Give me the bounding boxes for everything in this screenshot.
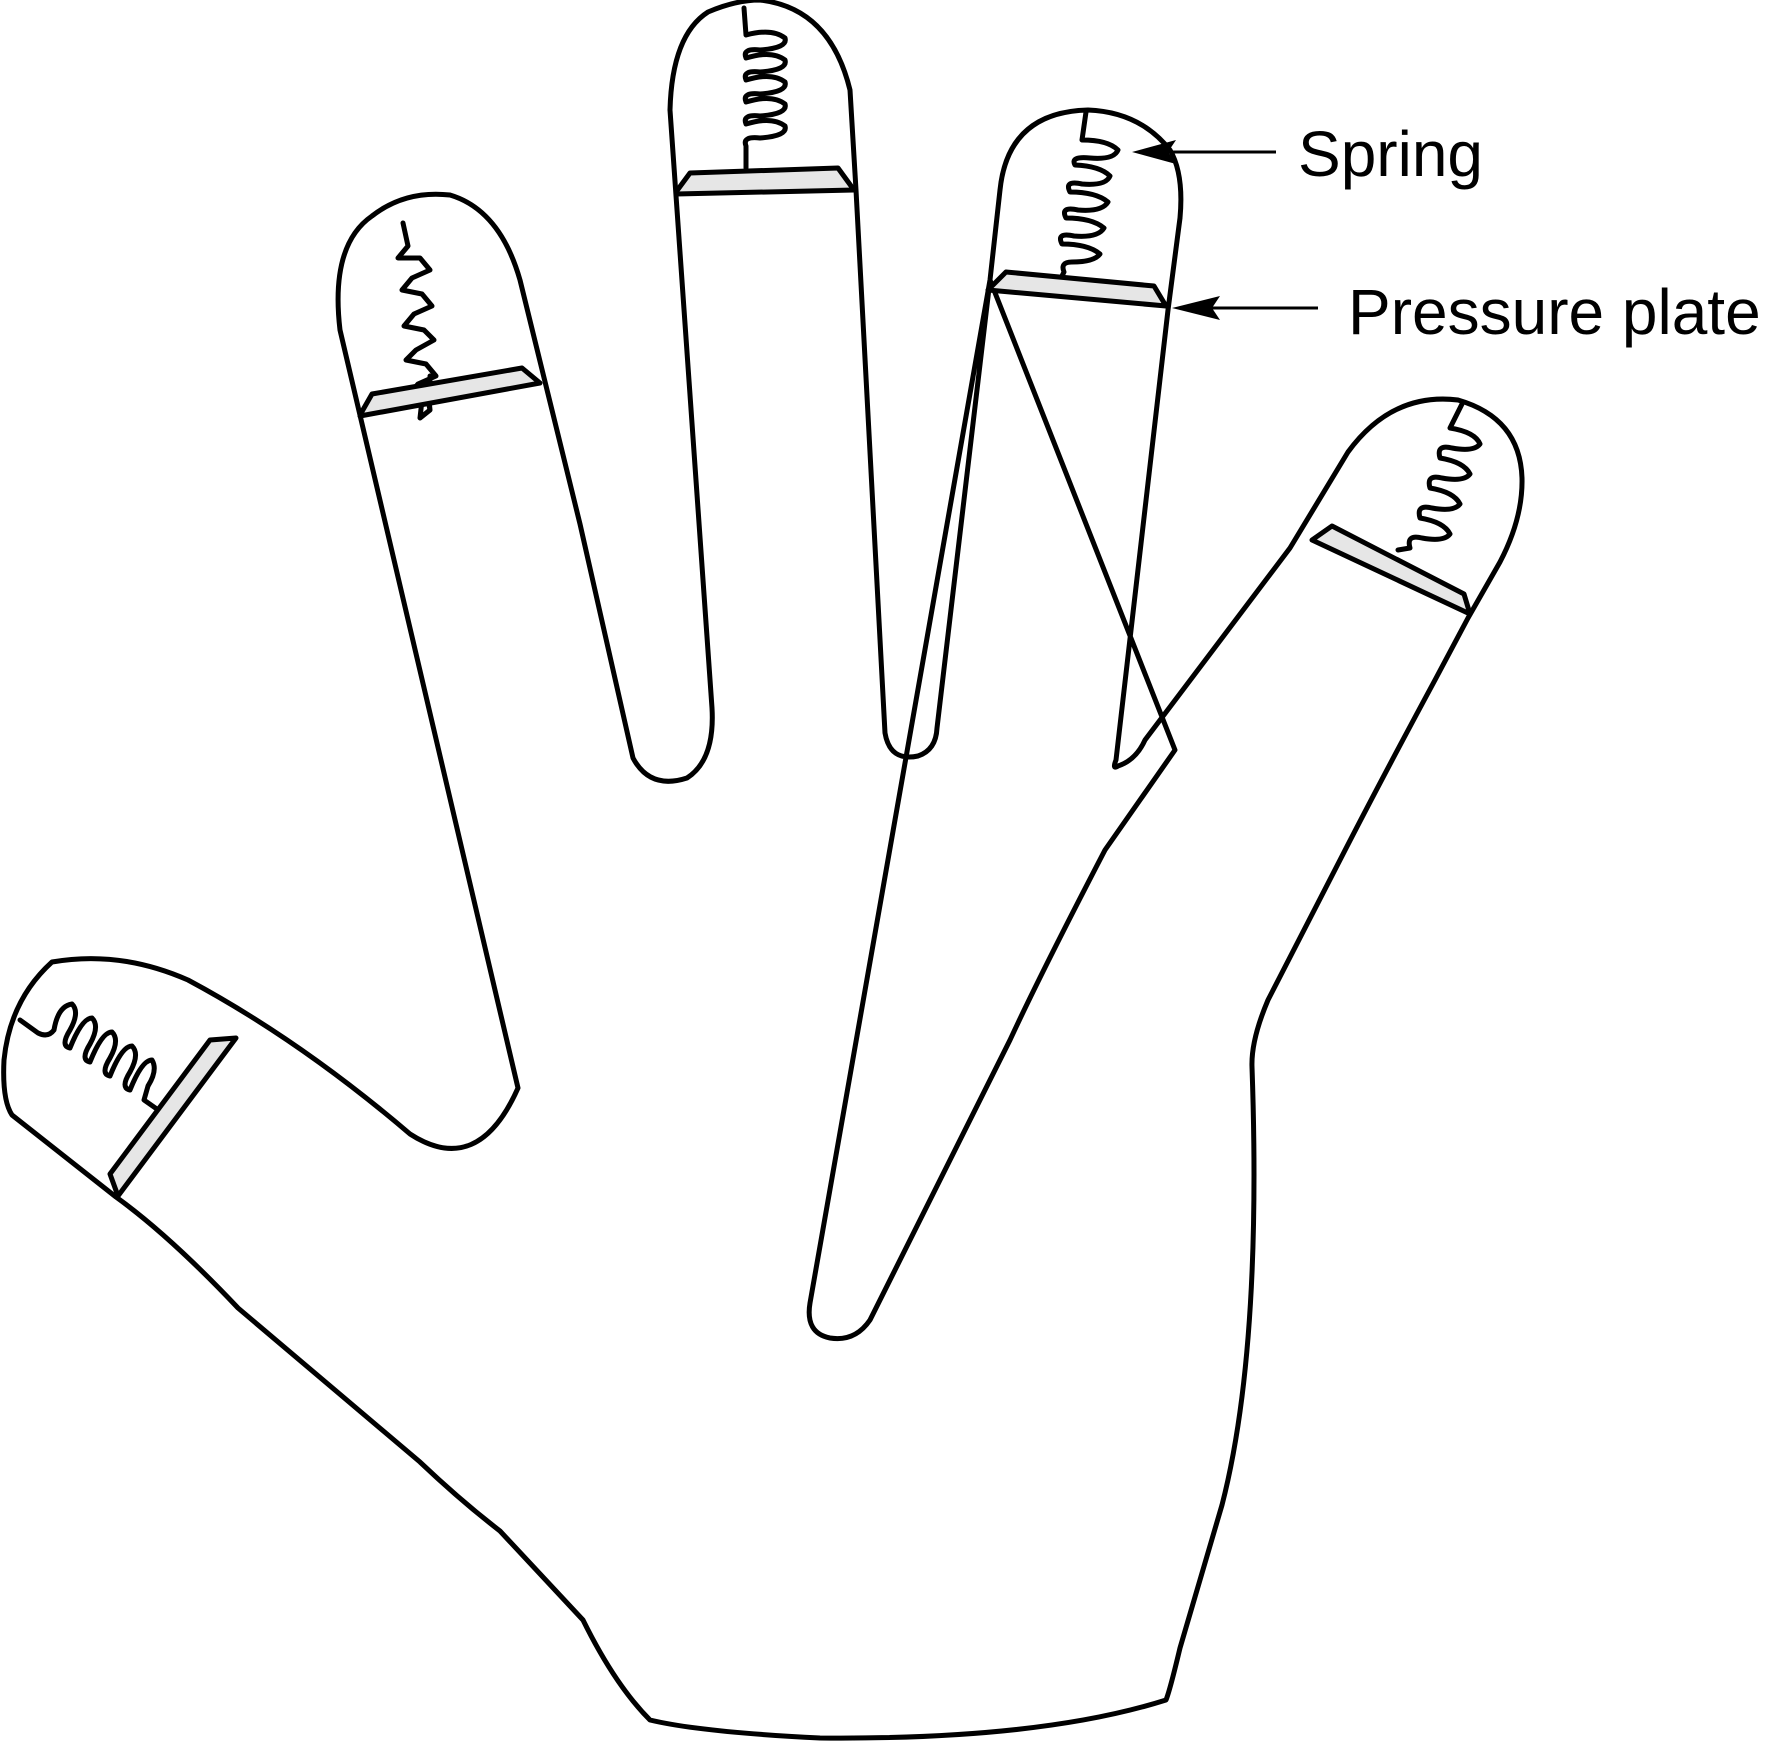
pressure-plate-ring — [985, 269, 1169, 309]
pressure-plate-index — [357, 365, 543, 419]
spring-leader — [1132, 140, 1276, 164]
pressure-plate-label: Pressure plate — [1348, 276, 1761, 348]
spring-coil-little — [1395, 401, 1483, 553]
thumb-sensor — [17, 1001, 239, 1199]
spring-coil-middle — [741, 5, 788, 171]
pressure-plate-thumb — [107, 1035, 239, 1199]
little-finger-sensor — [1309, 401, 1483, 617]
ring-finger-sensor — [985, 109, 1169, 309]
pressure-plate-middle — [673, 165, 857, 197]
spring-coil-thumb — [17, 1001, 167, 1117]
spring-coil-index — [395, 220, 439, 421]
middle-finger-sensor — [673, 5, 857, 197]
hand-outline — [1, 0, 1525, 1741]
index-finger-sensor — [357, 220, 543, 421]
pressure-plate-little — [1309, 523, 1473, 617]
spring-label: Spring — [1298, 118, 1483, 190]
pressure-plate-leader — [1172, 296, 1318, 320]
spring-coil-ring — [1058, 109, 1121, 279]
